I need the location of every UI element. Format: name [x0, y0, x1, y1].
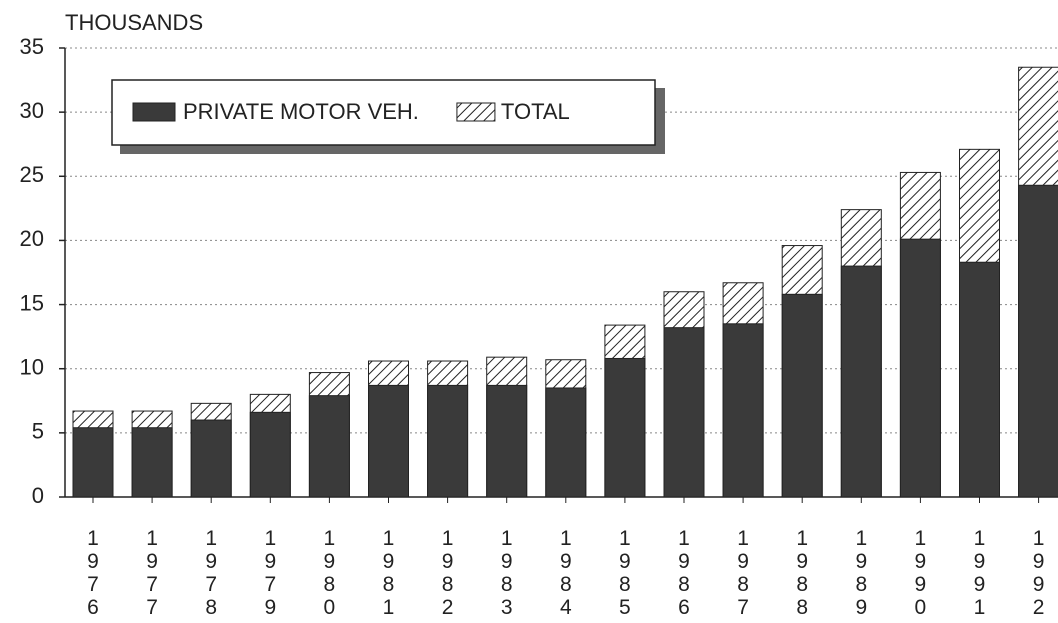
- legend-label: TOTAL: [501, 99, 570, 124]
- y-tick-label: 35: [20, 34, 44, 59]
- x-tick-label: 1977: [141, 527, 164, 619]
- bar: [545, 387, 587, 498]
- y-axis-label: THOUSANDS: [65, 10, 203, 35]
- x-tick-label: 1981: [377, 527, 400, 619]
- y-tick-label: 30: [20, 98, 44, 123]
- x-tick-label: 1976: [82, 527, 105, 619]
- bar: [840, 265, 882, 498]
- bar: [131, 427, 173, 498]
- legend-label: PRIVATE MOTOR VEH.: [183, 99, 419, 124]
- legend-swatch: [132, 102, 176, 122]
- bar: [604, 357, 646, 498]
- x-tick-label: 1984: [554, 527, 577, 619]
- y-tick-label: 0: [32, 483, 44, 508]
- bar: [1018, 184, 1058, 498]
- bar: [722, 323, 764, 498]
- bar: [959, 261, 1000, 498]
- bar: [427, 384, 469, 498]
- bar: [663, 327, 705, 498]
- x-tick-label: 1986: [673, 527, 696, 619]
- x-tick-label: 1990: [909, 527, 932, 619]
- y-tick-label: 5: [32, 419, 44, 444]
- x-tick-label: 1979: [259, 527, 282, 619]
- x-tick-label: 1991: [968, 527, 991, 619]
- bar: [190, 419, 232, 498]
- x-tick-label: 1980: [318, 527, 341, 619]
- x-tick-label: 1989: [850, 527, 873, 619]
- bar: [308, 395, 350, 498]
- bar: [72, 427, 114, 498]
- x-tick-label: 1988: [791, 527, 814, 619]
- bar: [899, 238, 941, 498]
- legend-swatch: [456, 102, 496, 122]
- bar: [486, 384, 528, 498]
- y-tick-label: 15: [20, 290, 44, 315]
- x-tick-label: 1987: [732, 527, 755, 619]
- y-tick-label: 25: [20, 162, 44, 187]
- x-tick-label: 1983: [495, 527, 518, 619]
- x-tick-label: 1978: [200, 527, 223, 619]
- y-tick-label: 20: [20, 226, 44, 251]
- x-tick-label: 1982: [436, 527, 459, 619]
- bar: [781, 293, 823, 498]
- y-tick-label: 10: [20, 355, 44, 380]
- legend-box: [111, 79, 656, 146]
- bar: [368, 384, 409, 498]
- x-tick-label: 1992: [1027, 527, 1050, 619]
- bar: [249, 411, 291, 498]
- x-tick-label: 1985: [613, 527, 636, 619]
